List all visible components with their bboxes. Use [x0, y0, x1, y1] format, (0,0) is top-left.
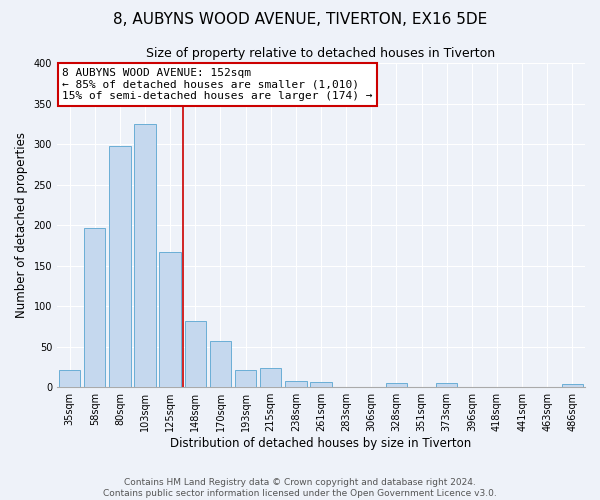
Text: 8 AUBYNS WOOD AVENUE: 152sqm
← 85% of detached houses are smaller (1,010)
15% of: 8 AUBYNS WOOD AVENUE: 152sqm ← 85% of de… — [62, 68, 373, 101]
Bar — [310, 382, 332, 387]
Bar — [386, 383, 407, 387]
Bar — [84, 228, 106, 387]
Bar — [59, 370, 80, 387]
X-axis label: Distribution of detached houses by size in Tiverton: Distribution of detached houses by size … — [170, 437, 472, 450]
Bar — [160, 252, 181, 387]
Bar — [285, 380, 307, 387]
Text: 8, AUBYNS WOOD AVENUE, TIVERTON, EX16 5DE: 8, AUBYNS WOOD AVENUE, TIVERTON, EX16 5D… — [113, 12, 487, 28]
Title: Size of property relative to detached houses in Tiverton: Size of property relative to detached ho… — [146, 48, 496, 60]
Bar — [185, 321, 206, 387]
Bar — [109, 146, 131, 387]
Bar — [210, 341, 231, 387]
Bar — [562, 384, 583, 387]
Text: Contains HM Land Registry data © Crown copyright and database right 2024.
Contai: Contains HM Land Registry data © Crown c… — [103, 478, 497, 498]
Bar — [235, 370, 256, 387]
Y-axis label: Number of detached properties: Number of detached properties — [15, 132, 28, 318]
Bar — [134, 124, 156, 387]
Bar — [436, 383, 457, 387]
Bar — [260, 368, 281, 387]
